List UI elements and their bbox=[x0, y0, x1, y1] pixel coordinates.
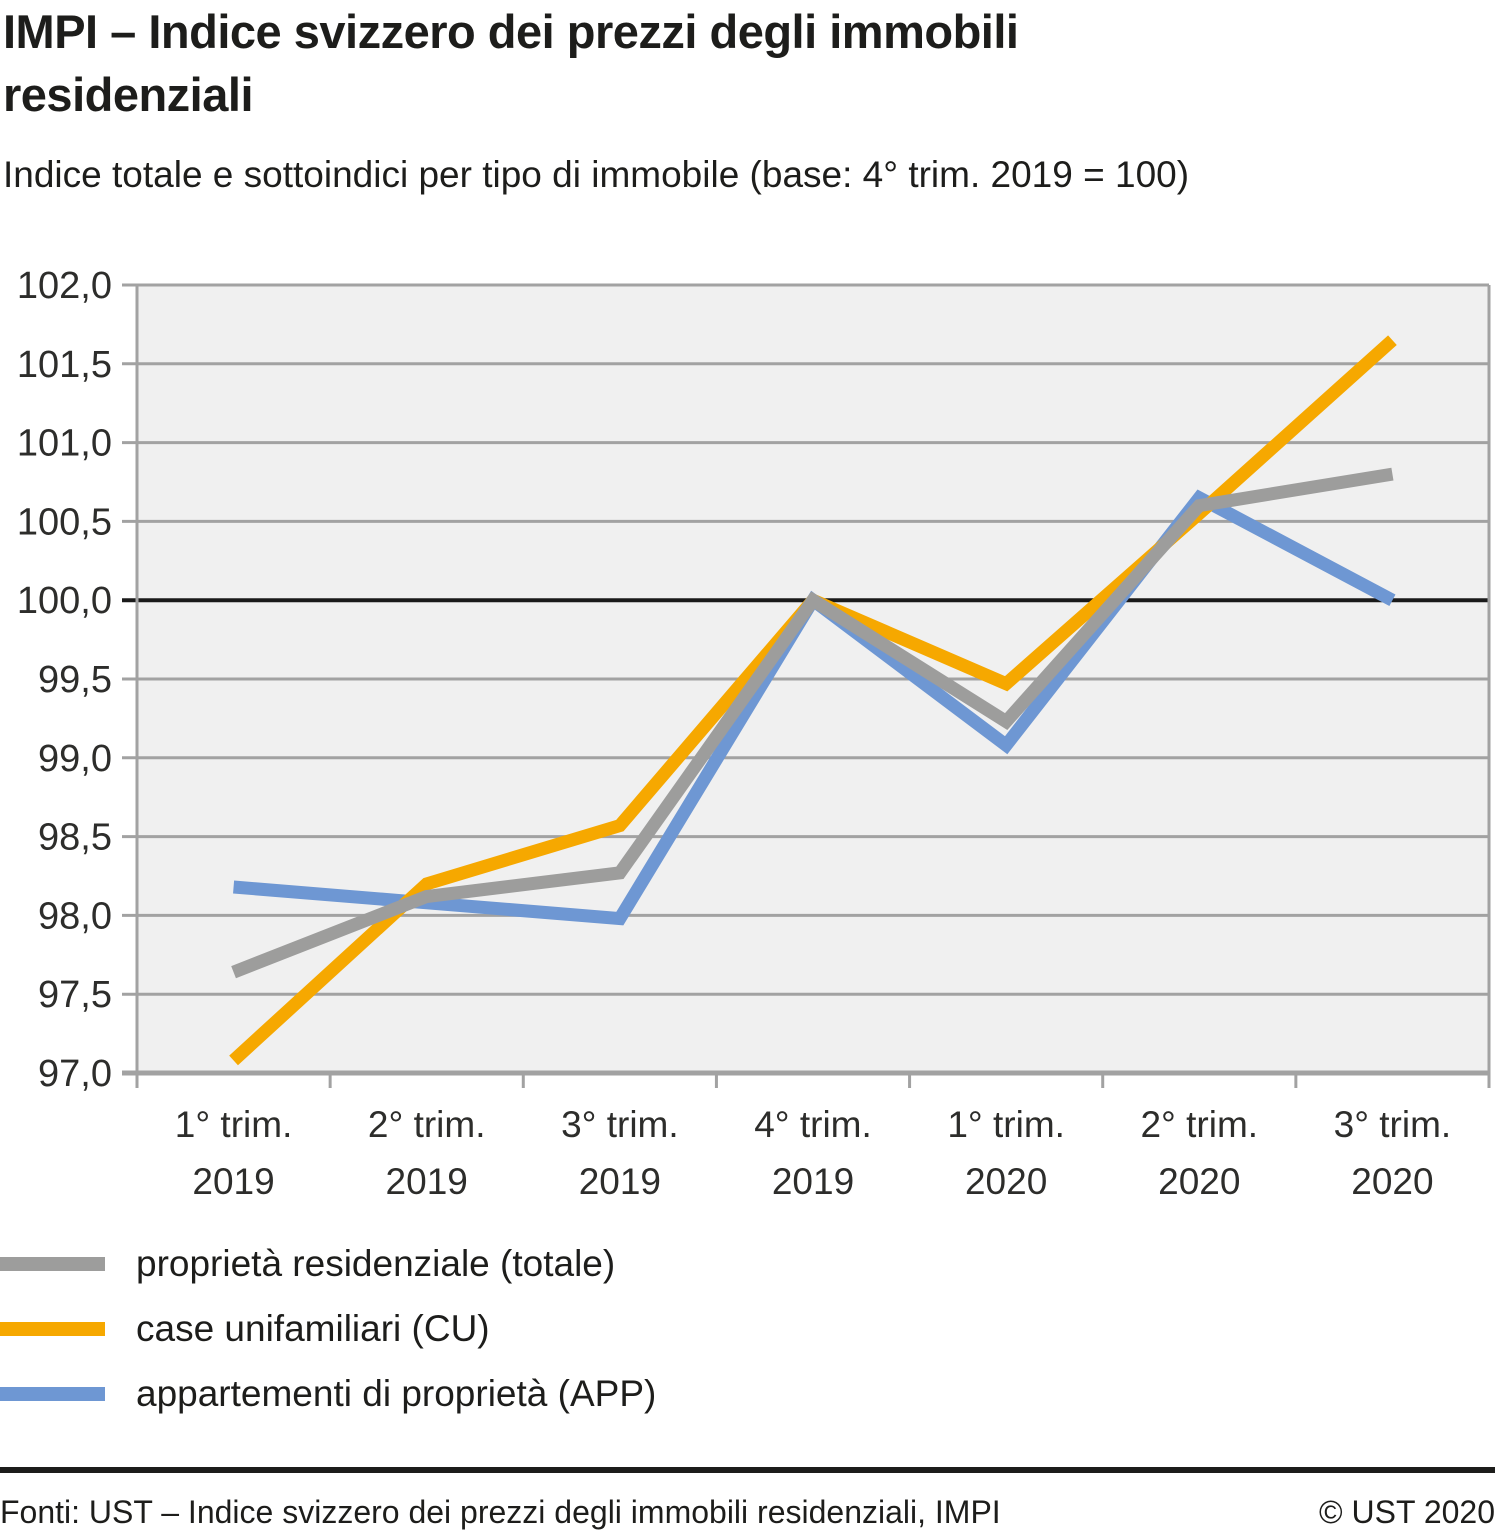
x-tick-label-quarter: 1° trim. bbox=[175, 1104, 293, 1145]
y-tick-label: 101,5 bbox=[17, 344, 112, 386]
series-line-totale bbox=[231, 467, 1394, 979]
x-tick-label-year: 2020 bbox=[965, 1161, 1047, 1202]
x-tick-label-year: 2019 bbox=[579, 1161, 661, 1202]
x-tick-label-quarter: 4° trim. bbox=[754, 1104, 872, 1145]
x-tick-label-quarter: 1° trim. bbox=[947, 1104, 1065, 1145]
y-tick-label: 100,5 bbox=[17, 501, 112, 543]
y-tick-label: 97,0 bbox=[38, 1053, 112, 1095]
y-tick-label: 102,0 bbox=[17, 265, 112, 307]
legend: proprietà residenziale (totale) case uni… bbox=[0, 1231, 656, 1426]
y-tick-label: 98,0 bbox=[38, 895, 112, 937]
x-tick-label-quarter: 2° trim. bbox=[1140, 1104, 1258, 1145]
copyright-note: © UST 2020 bbox=[1319, 1494, 1495, 1530]
y-tick-label: 100,0 bbox=[17, 580, 112, 622]
legend-swatch-totale-icon bbox=[0, 1256, 105, 1271]
x-tick-label-quarter: 2° trim. bbox=[368, 1104, 486, 1145]
x-tick-label-year: 2019 bbox=[772, 1161, 854, 1202]
x-tick-label-year: 2019 bbox=[386, 1161, 468, 1202]
footer-rule bbox=[0, 1467, 1495, 1473]
y-tick-label: 98,5 bbox=[38, 817, 112, 859]
legend-item-app: appartementi di proprietà (APP) bbox=[0, 1361, 656, 1426]
x-tick-label-year: 2020 bbox=[1158, 1161, 1240, 1202]
y-tick-label: 99,0 bbox=[38, 738, 112, 780]
x-tick-label-quarter: 3° trim. bbox=[561, 1104, 679, 1145]
footer: Fonti: UST – Indice svizzero dei prezzi … bbox=[0, 1494, 1495, 1531]
legend-swatch-cu-icon bbox=[0, 1321, 105, 1336]
legend-swatch-app-icon bbox=[0, 1386, 105, 1401]
source-note: Fonti: UST – Indice svizzero dei prezzi … bbox=[0, 1494, 1001, 1530]
y-tick-label: 101,0 bbox=[17, 423, 112, 465]
page-title: IMPI – Indice svizzero dei prezzi degli … bbox=[3, 5, 1019, 121]
legend-label-totale: proprietà residenziale (totale) bbox=[136, 1242, 616, 1284]
x-tick-label-quarter: 3° trim. bbox=[1334, 1104, 1452, 1145]
legend-item-cu: case unifamiliari (CU) bbox=[0, 1296, 656, 1361]
x-tick-label-year: 2019 bbox=[192, 1161, 274, 1202]
y-tick-label: 97,5 bbox=[38, 974, 112, 1016]
legend-item-totale: proprietà residenziale (totale) bbox=[0, 1231, 656, 1296]
legend-label-app: appartementi di proprietà (APP) bbox=[136, 1372, 657, 1414]
legend-label-cu: case unifamiliari (CU) bbox=[136, 1307, 490, 1349]
y-tick-label: 99,5 bbox=[38, 659, 112, 701]
x-tick-label-year: 2020 bbox=[1351, 1161, 1433, 1202]
page-subtitle: Indice totale e sottoindici per tipo di … bbox=[3, 154, 1190, 195]
